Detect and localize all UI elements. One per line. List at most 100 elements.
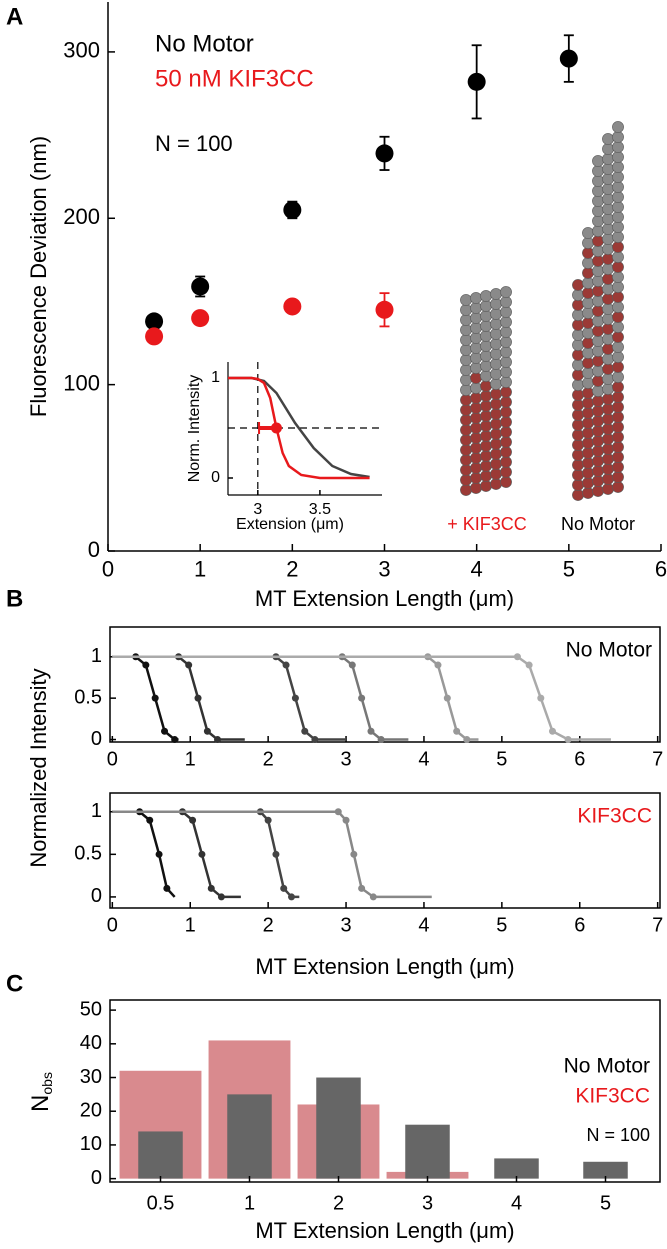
data-point [146, 816, 154, 824]
data-point [334, 808, 342, 816]
tubulin-sphere [582, 317, 594, 329]
tubulin-sphere [582, 337, 594, 349]
panel-tag: No Motor [566, 639, 652, 662]
tubulin-sphere [470, 382, 482, 394]
tubulin-sphere [460, 294, 472, 306]
bar [494, 1158, 539, 1179]
tubulin-sphere [582, 297, 594, 309]
tubulin-sphere [582, 247, 594, 259]
tubulin-sphere [612, 311, 624, 323]
y-tick-label: 0 [88, 537, 100, 562]
legend-entry: KIF3CC [575, 1085, 650, 1108]
tubulin-sphere [582, 257, 594, 269]
y-tick-label: 50 [80, 998, 102, 1020]
data-point [311, 736, 319, 744]
tubulin-sphere [612, 481, 624, 493]
y-tick-label: 0 [91, 885, 102, 907]
x-tick-label: 5 [496, 914, 507, 936]
legend-entry: No Motor [155, 30, 254, 57]
point [283, 200, 302, 219]
tubulin-sphere [470, 472, 482, 484]
tubulin-sphere [592, 455, 604, 467]
x-axis-label: MT Extension Length (μm) [255, 586, 514, 611]
tubulin-sphere [592, 375, 604, 387]
tubulin-sphere [480, 310, 492, 322]
data-point [217, 893, 225, 901]
tubulin-sphere [592, 195, 604, 207]
tubulin-sphere [500, 336, 512, 348]
point [467, 72, 486, 91]
y-tick-label: 40 [80, 1032, 102, 1054]
data-point [155, 850, 163, 858]
tubulin-sphere [460, 374, 472, 386]
tubulin-sphere [612, 141, 624, 153]
data-point [280, 884, 288, 892]
tubulin-sphere [490, 478, 502, 490]
tubulin-sphere [490, 288, 502, 300]
tubulin-sphere [480, 360, 492, 372]
tubulin-sphere [500, 376, 512, 388]
curve [112, 810, 300, 899]
data-point [358, 884, 366, 892]
y-tick-label: 10 [80, 1133, 102, 1155]
tubulin-sphere [480, 440, 492, 452]
tubulin-sphere [582, 477, 594, 489]
tubulin-sphere [592, 165, 604, 177]
tubulin-sphere [592, 185, 604, 197]
tubulin-sphere [602, 263, 614, 275]
tubulin-sphere [480, 460, 492, 472]
data-point [537, 694, 545, 702]
tubulin-sphere [470, 442, 482, 454]
tubulin-sphere [592, 395, 604, 407]
annotation: No Motor [561, 514, 635, 534]
tubulin-sphere [490, 298, 502, 310]
x-tick-label: 2 [263, 748, 274, 770]
tubulin-sphere [572, 279, 584, 291]
tubulin-sphere [572, 309, 584, 321]
tubulin-sphere [592, 275, 604, 287]
point [145, 327, 164, 346]
legend-entry: 50 nM KIF3CC [155, 65, 314, 92]
x-tick-label: 2 [263, 914, 274, 936]
data-point [548, 727, 556, 735]
x-tick-label: 2 [286, 556, 298, 581]
tubulin-sphere [490, 468, 502, 480]
tubulin-sphere [572, 429, 584, 441]
tubulin-sphere [592, 355, 604, 367]
tubulin-sphere [480, 350, 492, 362]
tubulin-sphere [592, 485, 604, 497]
tubulin-sphere [602, 373, 614, 385]
x-tick-label: 3 [378, 556, 390, 581]
x-tick-label: 6 [655, 556, 667, 581]
tubulin-sphere [500, 406, 512, 418]
tubulin-sphere [592, 335, 604, 347]
annotation: N = 100 [586, 1125, 650, 1145]
data-point [207, 884, 215, 892]
tubulin-sphere [602, 473, 614, 485]
tubulin-sphere [490, 458, 502, 470]
tubulin-sphere [490, 348, 502, 360]
tubulin-sphere [470, 452, 482, 464]
panel-label: C [6, 970, 23, 997]
curve [112, 655, 245, 741]
tubulin-sphere [500, 476, 512, 488]
tubulin-sphere [460, 404, 472, 416]
tubulin-sphere [500, 426, 512, 438]
tubulin-sphere [572, 359, 584, 371]
tubulin-sphere [602, 403, 614, 415]
tubulin-sphere [480, 400, 492, 412]
tubulin-sphere [490, 428, 502, 440]
tubulin-sphere [500, 436, 512, 448]
tubulin-sphere [470, 342, 482, 354]
tubulin-sphere [460, 344, 472, 356]
tubulin-sphere [500, 386, 512, 398]
tubulin-sphere [602, 423, 614, 435]
tubulin-sphere [572, 439, 584, 451]
tubulin-sphere [592, 175, 604, 187]
x-tick-label: 4 [471, 556, 483, 581]
tubulin-sphere [602, 143, 614, 155]
tubulin-sphere [592, 345, 604, 357]
tubulin-sphere [602, 353, 614, 365]
tubulin-sphere [460, 434, 472, 446]
data-point [185, 661, 193, 669]
